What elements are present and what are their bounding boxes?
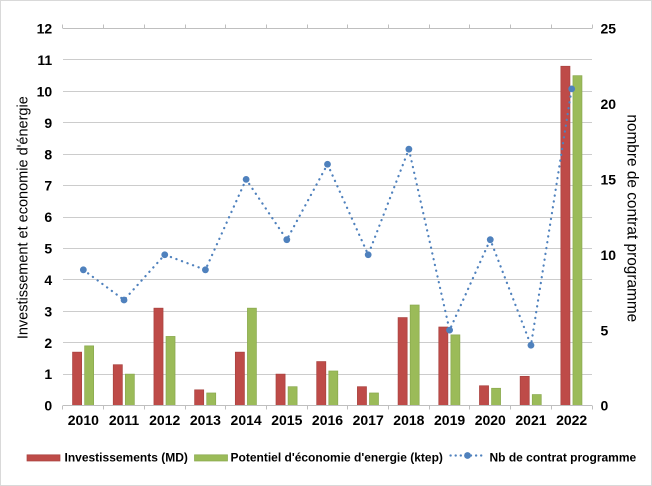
svg-text:nombre de contrat programme: nombre de contrat programme (623, 114, 640, 322)
svg-text:10: 10 (601, 247, 617, 263)
svg-text:3: 3 (44, 303, 52, 319)
svg-text:2017: 2017 (353, 412, 384, 428)
svg-text:15: 15 (601, 171, 617, 187)
svg-text:25: 25 (601, 21, 617, 37)
svg-text:7: 7 (44, 178, 52, 194)
svg-text:2016: 2016 (312, 412, 343, 428)
svg-text:8: 8 (44, 146, 52, 162)
svg-text:2012: 2012 (149, 412, 180, 428)
svg-text:2022: 2022 (556, 412, 587, 428)
svg-text:0: 0 (601, 398, 609, 414)
svg-text:6: 6 (44, 209, 52, 225)
svg-text:5: 5 (601, 322, 609, 338)
svg-text:2014: 2014 (231, 412, 262, 428)
svg-text:10: 10 (37, 83, 53, 99)
svg-text:Investissements (MD): Investissements (MD) (65, 451, 188, 465)
svg-text:0: 0 (44, 398, 52, 414)
svg-text:9: 9 (44, 115, 52, 131)
svg-text:2019: 2019 (434, 412, 465, 428)
svg-text:2020: 2020 (475, 412, 506, 428)
svg-text:5: 5 (44, 241, 52, 257)
svg-text:2013: 2013 (190, 412, 221, 428)
svg-text:2015: 2015 (271, 412, 302, 428)
svg-text:12: 12 (37, 21, 53, 37)
svg-text:Nb de contrat programme: Nb de contrat programme (490, 451, 637, 465)
svg-text:2021: 2021 (515, 412, 546, 428)
svg-text:2018: 2018 (393, 412, 424, 428)
svg-text:1: 1 (44, 366, 52, 382)
svg-text:Investissement et economie d'é: Investissement et economie d'énergie (16, 96, 32, 339)
svg-text:2011: 2011 (109, 412, 140, 428)
svg-text:Potentiel d'économie d'energie: Potentiel d'économie d'energie (ktep) (231, 451, 443, 465)
svg-text:20: 20 (601, 96, 617, 112)
svg-text:4: 4 (44, 272, 52, 288)
svg-text:2010: 2010 (68, 412, 99, 428)
svg-text:2: 2 (44, 335, 52, 351)
svg-text:11: 11 (37, 52, 52, 68)
